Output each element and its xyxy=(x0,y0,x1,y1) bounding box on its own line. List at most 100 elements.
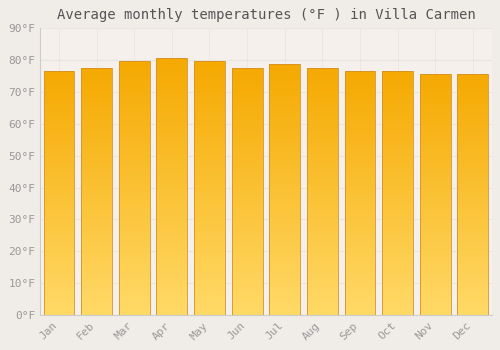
Bar xyxy=(194,83,225,87)
Bar xyxy=(420,140,450,143)
Bar xyxy=(81,229,112,232)
Bar xyxy=(458,168,488,170)
Bar xyxy=(307,83,338,86)
Bar xyxy=(382,178,413,181)
Bar xyxy=(81,219,112,223)
Bar xyxy=(44,144,74,147)
Bar xyxy=(458,279,488,282)
Bar xyxy=(420,98,450,101)
Bar xyxy=(458,285,488,288)
Bar xyxy=(420,255,450,258)
Bar xyxy=(156,216,188,219)
Bar xyxy=(119,77,150,80)
Bar xyxy=(270,284,300,287)
Bar xyxy=(81,198,112,201)
Bar xyxy=(458,125,488,128)
Bar xyxy=(420,101,450,104)
Bar xyxy=(458,210,488,213)
Bar xyxy=(307,201,338,204)
Bar xyxy=(307,263,338,266)
Bar xyxy=(232,297,262,300)
Bar xyxy=(270,146,300,149)
Bar xyxy=(156,116,188,119)
Bar xyxy=(156,77,188,80)
Bar xyxy=(194,274,225,277)
Bar xyxy=(194,156,225,160)
Bar xyxy=(81,297,112,300)
Bar xyxy=(420,222,450,225)
Bar xyxy=(382,172,413,175)
Bar xyxy=(270,221,300,224)
Bar xyxy=(382,218,413,220)
Bar xyxy=(420,258,450,261)
Bar xyxy=(194,176,225,179)
Bar xyxy=(119,265,150,268)
Bar xyxy=(156,167,188,171)
Bar xyxy=(458,89,488,92)
Bar xyxy=(44,187,74,190)
Bar xyxy=(458,303,488,306)
Bar xyxy=(81,176,112,179)
Bar xyxy=(344,254,376,257)
Bar xyxy=(420,213,450,216)
Bar xyxy=(382,242,413,245)
Bar xyxy=(458,195,488,198)
Bar xyxy=(81,102,112,105)
Bar xyxy=(458,249,488,252)
Bar xyxy=(382,282,413,285)
Bar xyxy=(81,272,112,275)
Bar xyxy=(270,127,300,130)
Bar xyxy=(119,191,150,195)
Bar xyxy=(458,83,488,86)
Bar xyxy=(156,84,188,87)
Bar xyxy=(344,181,376,184)
Bar xyxy=(156,290,188,293)
Bar xyxy=(232,260,262,263)
Bar xyxy=(344,107,376,111)
Bar xyxy=(382,248,413,251)
Bar xyxy=(382,95,413,98)
Bar xyxy=(307,130,338,133)
Bar xyxy=(194,312,225,315)
Bar xyxy=(270,234,300,237)
Bar xyxy=(420,267,450,270)
Bar xyxy=(458,213,488,216)
Bar xyxy=(156,232,188,235)
Bar xyxy=(420,159,450,162)
Bar xyxy=(307,68,338,315)
Bar xyxy=(307,151,338,154)
Bar xyxy=(156,248,188,251)
Bar xyxy=(232,272,262,275)
Bar xyxy=(44,111,74,114)
Bar xyxy=(344,190,376,193)
Bar xyxy=(119,303,150,306)
Bar xyxy=(81,303,112,306)
Bar xyxy=(420,279,450,282)
Bar xyxy=(344,77,376,80)
Bar xyxy=(194,303,225,306)
Bar xyxy=(81,74,112,77)
Bar xyxy=(119,163,150,166)
Bar xyxy=(156,74,188,77)
Bar xyxy=(382,187,413,190)
Bar xyxy=(232,219,262,223)
Bar xyxy=(270,64,300,68)
Bar xyxy=(307,163,338,167)
Bar xyxy=(270,237,300,240)
Bar xyxy=(44,129,74,132)
Bar xyxy=(232,80,262,83)
Bar xyxy=(194,211,225,214)
Bar xyxy=(458,246,488,249)
Bar xyxy=(307,173,338,176)
Bar xyxy=(44,215,74,218)
Bar xyxy=(81,142,112,145)
Bar xyxy=(119,74,150,77)
Bar xyxy=(307,102,338,105)
Bar xyxy=(119,223,150,226)
Bar xyxy=(420,86,450,89)
Bar xyxy=(194,296,225,300)
Bar xyxy=(270,165,300,168)
Bar xyxy=(119,90,150,93)
Bar xyxy=(307,309,338,312)
Bar xyxy=(232,253,262,257)
